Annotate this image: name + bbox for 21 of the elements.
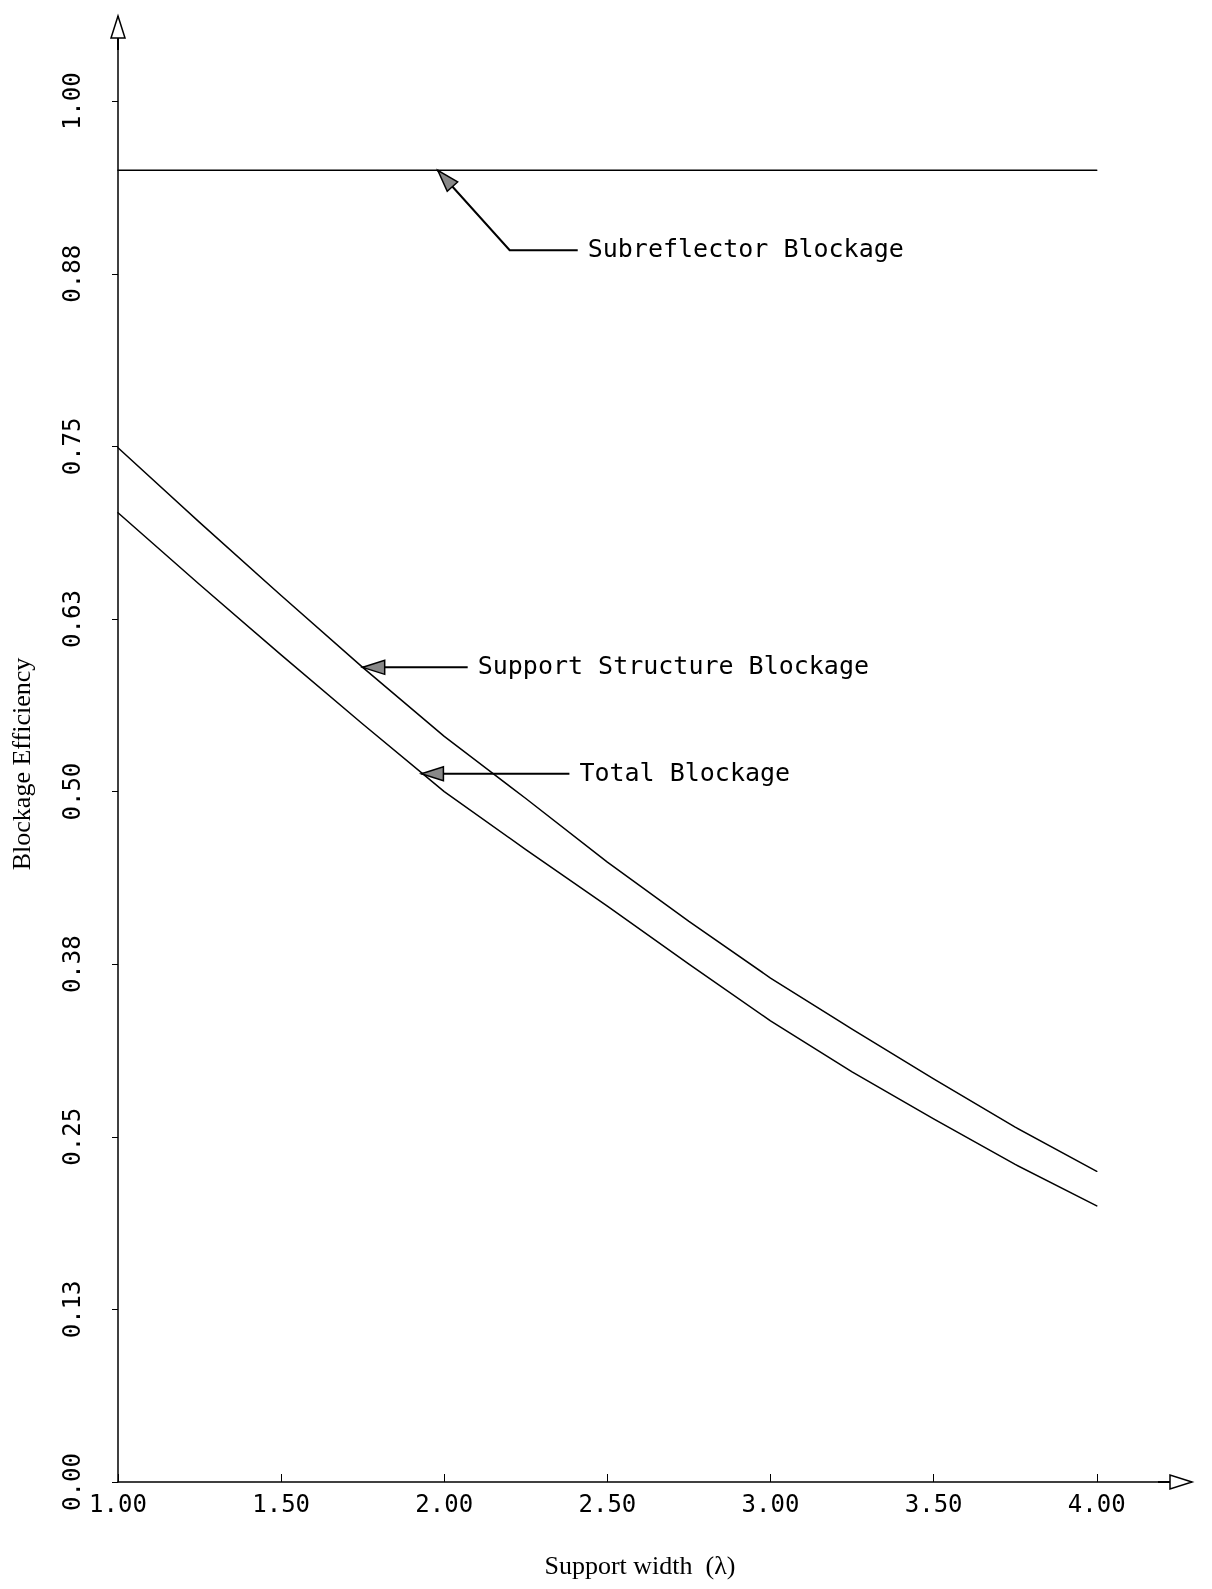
y-axis-title: Blockage Efficiency bbox=[6, 657, 36, 871]
x-tick-label: 2.00 bbox=[415, 1490, 474, 1518]
x-tick-label: 4.00 bbox=[1067, 1490, 1126, 1518]
x-tick-label: 1.50 bbox=[252, 1490, 311, 1518]
y-tick-label: 0.13 bbox=[58, 1280, 86, 1339]
annotation: Total Blockage bbox=[579, 757, 791, 787]
y-tick-label: 0.25 bbox=[58, 1107, 86, 1166]
y-tick-label: 0.75 bbox=[58, 417, 86, 476]
y-tick-label: 0.50 bbox=[58, 762, 86, 821]
x-tick-label: 1.00 bbox=[89, 1490, 147, 1518]
x-axis-title: Support width (λ) bbox=[544, 1550, 736, 1580]
x-tick-label: 3.50 bbox=[904, 1490, 963, 1518]
y-tick-label: 1.00 bbox=[58, 72, 86, 131]
y-tick-label: 0.63 bbox=[58, 590, 86, 648]
x-tick-label: 3.00 bbox=[741, 1490, 800, 1518]
annotation: Support Structure Blockage bbox=[477, 651, 870, 681]
y-tick-label: 0.00 bbox=[58, 1453, 86, 1511]
annotation: Subreflector Blockage bbox=[587, 234, 904, 264]
x-tick-label: 2.50 bbox=[578, 1490, 637, 1518]
y-tick-label: 0.38 bbox=[58, 935, 86, 994]
y-tick-label: 0.88 bbox=[58, 244, 86, 303]
